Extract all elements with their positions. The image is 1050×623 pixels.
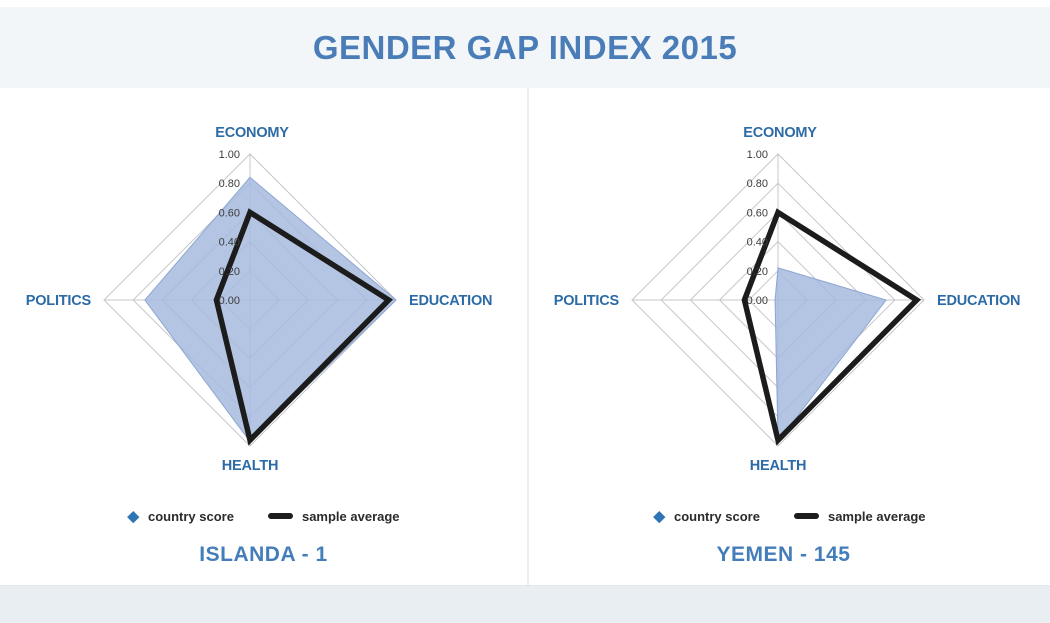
tick-label: 0.60	[219, 207, 240, 219]
footer-band	[0, 585, 1050, 623]
tick-label: 0.80	[219, 178, 240, 190]
axis-label-health: HEALTH	[222, 458, 279, 474]
legend-item-country-score: ◆ country score	[127, 509, 234, 524]
tick-label: 0.00	[219, 295, 240, 307]
charts-row: 1.00 0.80 0.60 0.40 0.20 0.00 ECONOMY EDUCATION…	[0, 88, 1050, 585]
legend-label-country-score: country score	[673, 508, 760, 524]
legend-item-sample-average: sample average	[793, 508, 926, 524]
sample-average-line	[741, 208, 922, 446]
sample-average-line	[213, 208, 394, 446]
axis-label-economy: ECONOMY	[743, 125, 817, 141]
top-strip	[0, 0, 1050, 7]
country-title-islanda: ISLANDA - 1	[199, 543, 328, 566]
tick-label: 1.00	[219, 149, 240, 161]
tick-label: 0.80	[747, 178, 768, 190]
legend-label-country-score: country score	[147, 508, 234, 524]
axis-label-economy: ECONOMY	[215, 125, 289, 141]
diamond-marker-icon: ◆	[653, 507, 665, 525]
legend-label-sample-average: sample average	[827, 508, 926, 524]
country-title-yemen: YEMEN - 145	[716, 543, 851, 566]
radar-chart-islanda: 1.00 0.80 0.60 0.40 0.20 0.00 ECONOMY EDUCATION…	[26, 125, 493, 474]
header-band: GENDER GAP INDEX 2015	[0, 7, 1050, 88]
diamond-marker-icon: ◆	[127, 507, 139, 525]
radar-chart-yemen: 1.00 0.80 0.60 0.40 0.20 0.00 ECONOMY EDUCATION…	[554, 125, 1021, 474]
axis-label-health: HEALTH	[750, 458, 807, 474]
tick-label: 1.00	[747, 149, 768, 161]
tick-label: 0.20	[747, 266, 768, 278]
legend-label-sample-average: sample average	[301, 508, 400, 524]
tick-label: 0.60	[747, 207, 768, 219]
tick-label: 0.40	[219, 237, 240, 249]
chart-card-yemen: 1.00 0.80 0.60 0.40 0.20 0.00 ECONOMY EDUCATION…	[529, 88, 1050, 585]
card-divider	[527, 88, 529, 585]
legend-item-country-score: ◆ country score	[653, 509, 760, 524]
tick-label: 0.00	[747, 295, 768, 307]
legend-item-sample-average: sample average	[267, 508, 400, 524]
axis-label-education: EDUCATION	[409, 293, 492, 309]
axis-label-politics: POLITICS	[26, 293, 92, 309]
chart-card-islanda: 1.00 0.80 0.60 0.40 0.20 0.00 ECONOMY EDUCATION…	[0, 88, 527, 585]
dash-marker-icon	[267, 513, 293, 519]
page-title: GENDER GAP INDEX 2015	[312, 28, 738, 66]
tick-label: 0.20	[219, 266, 240, 278]
legend-islanda: ◆ country score sample average	[0, 505, 527, 527]
country-score-area	[144, 176, 397, 443]
tick-label: 0.40	[747, 237, 768, 249]
axis-label-education: EDUCATION	[937, 293, 1020, 309]
dash-marker-icon	[793, 513, 819, 519]
axis-label-politics: POLITICS	[554, 293, 620, 309]
legend-yemen: ◆ country score sample average	[529, 505, 1050, 527]
